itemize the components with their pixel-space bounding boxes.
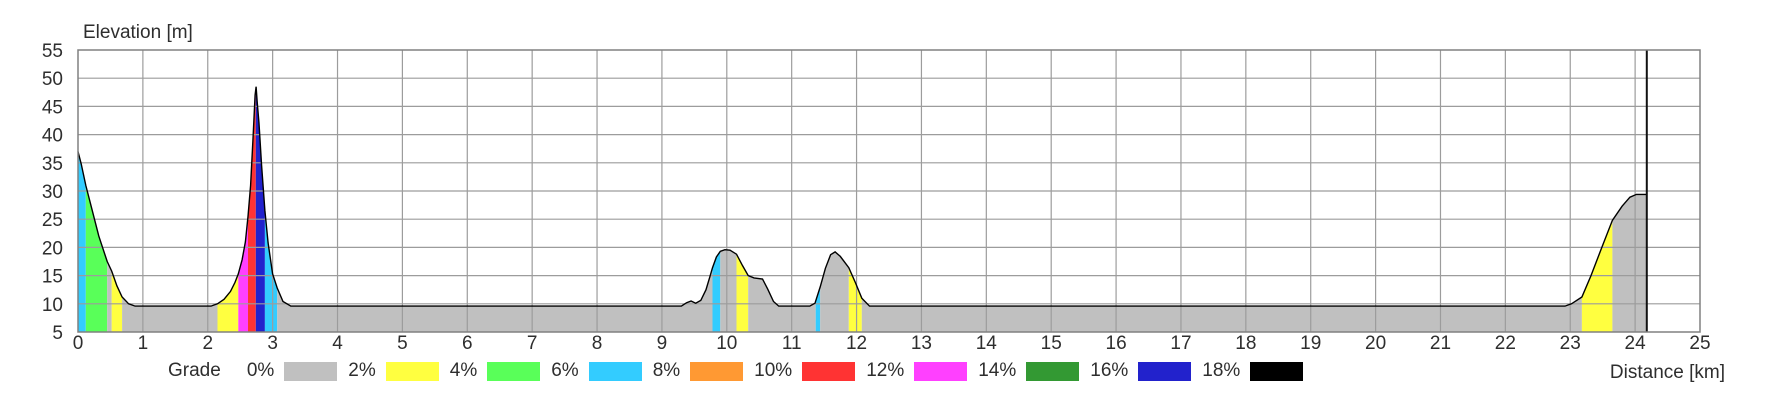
legend-color-swatch [1026,361,1080,381]
legend-item: 14% [978,360,1090,382]
x-tick-label: 23 [1560,333,1581,354]
grade-band-fill [78,151,86,332]
legend-item-label: 2% [348,360,376,381]
x-tick-label: 5 [397,333,408,354]
y-tick-label: 35 [42,154,63,175]
x-tick-label: 22 [1495,333,1516,354]
x-tick-label: 7 [527,333,538,354]
grade-band-fill [277,267,713,332]
grade-band-fill [861,297,1582,332]
x-tick-label: 3 [267,333,278,354]
x-tick-label: 11 [782,333,802,354]
y-tick-label: 5 [52,323,63,344]
legend-item-label: 6% [551,360,579,381]
elevation-curve [77,86,1647,307]
grade-band-fill [736,254,749,332]
x-tick-label: 19 [1300,333,1321,354]
x-tick-label: 16 [1106,333,1127,354]
distance-axis-title: Distance [km] [1609,362,1725,383]
grade-band-fill [720,249,737,332]
legend-item: 4% [450,360,551,382]
x-tick-label: 20 [1365,333,1386,354]
y-tick-label: 25 [42,210,63,231]
legend-color-swatch [690,361,744,381]
x-tick-label: 21 [1430,333,1451,354]
grade-band-fill [107,261,112,332]
legend-item-label: 0% [246,360,275,381]
legend-item: 2% [348,360,449,382]
legend-color-swatch [1250,361,1304,381]
y-tick-label: 30 [42,182,63,203]
legend-color-swatch [284,361,338,381]
legend-color-swatch [914,361,968,381]
plot-border [77,49,1701,333]
grade-band-fill [111,271,123,332]
legend-item: 18% [1202,360,1314,382]
elevation-axis-title: Elevation [m] [83,22,193,43]
legend-item-label: 8% [652,360,681,381]
x-tick-label: 15 [1041,333,1062,354]
legend-color-swatch [588,361,642,381]
grade-band-fill [255,86,265,332]
x-tick-label: 2 [202,333,213,354]
legend-item-label: 18% [1202,360,1241,381]
y-tick-label: 20 [42,238,63,259]
grade-band-fill [85,185,108,332]
x-tick-label: 18 [1235,333,1256,354]
x-tick-label: 13 [911,333,932,354]
legend-item: 10% [754,360,866,382]
x-tick-label: 1 [138,333,149,354]
grade-band-fill [748,275,816,332]
y-tick-label: 10 [42,295,63,316]
grade-band-fill [848,267,862,332]
grade-legend: Grade 0% 2% 4% 6% 8% 10% 12% 14% 16% 18% [168,360,1314,382]
x-tick-label: 6 [462,333,473,354]
x-tick-label: 25 [1689,333,1710,354]
legend-color-swatch [487,361,541,381]
legend-item: 16% [1090,360,1202,382]
grade-band-fill [264,210,278,332]
x-tick-label: 0 [73,333,84,354]
grade-band-fill [122,297,218,332]
grade-band-fill [712,251,721,332]
x-tick-label: 24 [1625,333,1647,354]
y-tick-label: 40 [42,126,63,147]
grade-band-fill [238,216,248,332]
x-tick-label: 4 [332,333,343,354]
x-tick-label: 10 [716,333,737,354]
grade-band-fill [217,273,239,332]
legend-item: 12% [866,360,978,382]
y-tick-label: 15 [42,267,63,288]
legend-color-swatch [802,361,856,381]
x-tick-label: 12 [846,333,867,354]
x-tick-label: 14 [976,333,998,354]
grade-band-fill [248,89,256,332]
legend-item: 8% [653,360,754,382]
legend-item-label: 10% [754,360,793,381]
legend-item-label: 14% [978,360,1017,381]
legend-color-swatch [385,361,439,381]
legend-item-label: 16% [1090,360,1129,381]
legend-item-label: 4% [449,360,478,381]
x-tick-label: 8 [592,333,603,354]
legend-item: 0% [247,360,348,382]
y-tick-label: 55 [42,41,63,62]
y-tick-label: 45 [42,97,63,118]
x-tick-label: 17 [1170,333,1191,354]
y-tick-label: 50 [42,69,63,90]
grade-legend-title: Grade [168,360,221,381]
grade-band-fill [1612,194,1647,332]
legend-item: 6% [551,360,652,382]
x-tick-label: 9 [657,333,668,354]
legend-color-swatch [1138,361,1192,381]
grade-band-fill [820,251,849,332]
legend-item-label: 12% [866,360,905,381]
